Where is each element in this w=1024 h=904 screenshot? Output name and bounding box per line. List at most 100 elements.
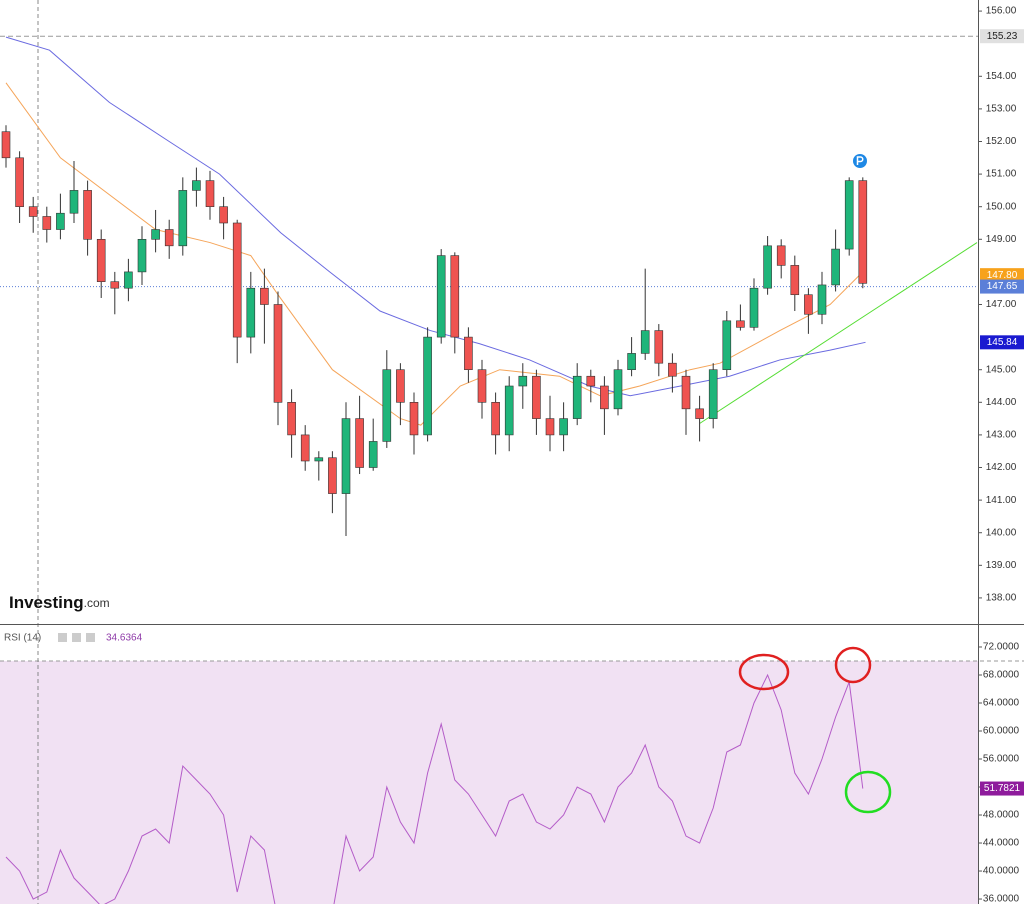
tick-label: 48.0000 xyxy=(983,810,1020,821)
candle-body xyxy=(260,287,269,305)
candle-body xyxy=(423,336,432,436)
candle-body xyxy=(491,402,500,436)
candle-body xyxy=(477,369,487,403)
candle-body xyxy=(844,180,854,250)
candle-body xyxy=(205,180,215,207)
price-tag-label: 145.84 xyxy=(987,337,1018,348)
candle-body xyxy=(681,375,691,410)
annotation-circle xyxy=(834,646,872,684)
candle-body xyxy=(640,330,650,354)
candle-body xyxy=(246,287,256,338)
candle-body xyxy=(450,255,460,338)
candle-body xyxy=(695,408,704,419)
candle-body xyxy=(776,245,786,266)
rsi-icon[interactable] xyxy=(58,633,67,642)
candle-body xyxy=(341,418,351,494)
rsi-icon[interactable] xyxy=(72,633,81,642)
tick-label: 144.00 xyxy=(986,397,1017,408)
candle-body xyxy=(28,206,38,217)
candle-body xyxy=(817,284,827,315)
price-tag-label: 51.7821 xyxy=(984,783,1021,794)
price-tag xyxy=(980,781,1024,796)
candle-body xyxy=(164,229,174,247)
rsi-line xyxy=(5,673,864,904)
logo: Investing.com xyxy=(9,593,110,612)
rsi-icon[interactable] xyxy=(86,633,95,642)
indicator-line xyxy=(5,82,864,426)
candle-body xyxy=(559,418,568,436)
candle-body xyxy=(409,402,419,436)
annotation-circle xyxy=(844,770,892,814)
candle-body xyxy=(532,375,541,419)
tick-label: 143.00 xyxy=(986,430,1017,441)
tick-label: 151.00 xyxy=(986,169,1017,180)
tick-label: 150.00 xyxy=(986,201,1017,212)
tick-label: 139.00 xyxy=(986,560,1017,571)
candle-body xyxy=(790,265,800,296)
tick-label: 64.0000 xyxy=(983,698,1020,709)
candle-body xyxy=(314,457,324,462)
tick-label: 156.00 xyxy=(986,6,1017,17)
tick-label: 141.00 xyxy=(986,495,1017,506)
candle-body xyxy=(504,385,514,436)
candle-body xyxy=(1,131,11,159)
candle-body xyxy=(396,369,405,403)
candle-body xyxy=(749,287,759,328)
candle-body xyxy=(831,248,840,286)
rsi-value: 34.6364 xyxy=(106,633,143,644)
candle-body xyxy=(804,294,813,315)
candle-body xyxy=(613,369,623,410)
tick-label: 44.0000 xyxy=(983,838,1020,849)
tick-label: 40.0000 xyxy=(983,866,1020,877)
price-tag xyxy=(980,268,1024,283)
candle-body xyxy=(192,180,201,191)
candle-body xyxy=(572,375,582,419)
tick-label: 149.00 xyxy=(986,234,1017,245)
candle-body xyxy=(287,402,296,436)
candle-body xyxy=(668,362,677,377)
tick-label: 72.0000 xyxy=(983,642,1020,653)
candle-body xyxy=(178,190,188,247)
rsi-band xyxy=(0,660,978,904)
candle-body xyxy=(15,157,24,207)
candle-body xyxy=(736,320,745,328)
price-tag-label: 147.65 xyxy=(987,281,1018,292)
candle-body xyxy=(219,206,228,224)
candle-body xyxy=(137,238,147,273)
price-tag-label: 155.23 xyxy=(987,31,1018,42)
price-tag-label: 147.80 xyxy=(987,270,1018,281)
tick-label: 147.00 xyxy=(986,299,1017,310)
candle-body xyxy=(69,190,79,214)
logo-name: Investing xyxy=(9,593,84,612)
candle-body xyxy=(436,255,446,338)
price-tag xyxy=(980,29,1024,44)
p-marker-glyph xyxy=(856,156,864,165)
tick-label: 154.00 xyxy=(986,71,1017,82)
candle-body xyxy=(545,418,555,436)
tick-label: 152.00 xyxy=(986,136,1017,147)
tick-label: 140.00 xyxy=(986,527,1017,538)
tick-label: 68.0000 xyxy=(983,670,1020,681)
logo-suffix: .com xyxy=(84,596,110,610)
candle-body xyxy=(56,212,65,230)
candle-body xyxy=(151,229,160,240)
candle-body xyxy=(382,369,392,442)
candle-body xyxy=(858,180,868,284)
candle-body xyxy=(654,330,664,364)
candle-body xyxy=(355,418,364,468)
candle-body xyxy=(83,190,92,240)
candle-body xyxy=(42,216,52,230)
annotation-circle xyxy=(738,653,790,691)
candle-body xyxy=(368,441,378,468)
indicator-line xyxy=(699,242,978,424)
candle-body xyxy=(627,353,636,371)
price-tag xyxy=(980,335,1024,350)
candle-body xyxy=(328,457,337,494)
tick-label: 138.00 xyxy=(986,593,1017,604)
candle-body xyxy=(124,271,133,289)
candle-body xyxy=(110,281,120,289)
candle-body xyxy=(722,320,732,371)
tick-label: 60.0000 xyxy=(983,726,1020,737)
candle-body xyxy=(300,434,310,462)
